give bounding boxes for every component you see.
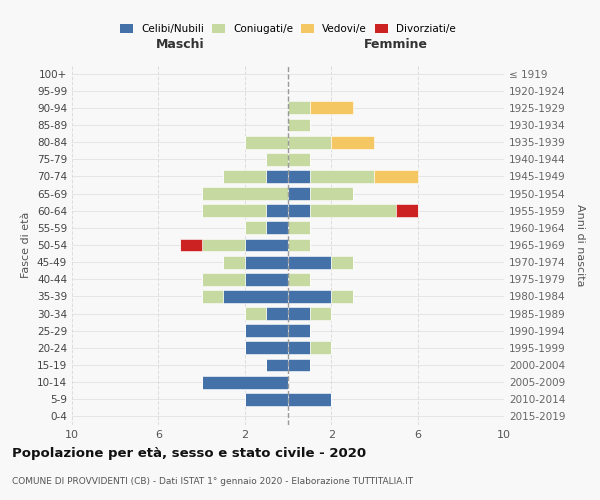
Bar <box>245 307 266 320</box>
Bar <box>331 290 353 303</box>
Bar <box>310 102 353 114</box>
Bar <box>202 290 223 303</box>
Text: Maschi: Maschi <box>155 38 205 52</box>
Bar <box>288 358 310 372</box>
Bar <box>202 187 288 200</box>
Y-axis label: Anni di nascita: Anni di nascita <box>575 204 585 286</box>
Bar <box>288 273 310 285</box>
Bar <box>288 204 310 217</box>
Bar <box>180 238 202 252</box>
Bar <box>266 170 288 183</box>
Bar <box>288 102 310 114</box>
Bar <box>266 204 288 217</box>
Bar <box>202 238 245 252</box>
Bar <box>202 204 266 217</box>
Bar <box>288 342 310 354</box>
Text: Femmine: Femmine <box>364 38 428 52</box>
Legend: Celibi/Nubili, Coniugati/e, Vedovi/e, Divorziati/e: Celibi/Nubili, Coniugati/e, Vedovi/e, Di… <box>116 20 460 38</box>
Bar <box>396 204 418 217</box>
Y-axis label: Fasce di età: Fasce di età <box>22 212 31 278</box>
Bar <box>288 290 331 303</box>
Bar <box>245 273 288 285</box>
Bar <box>310 187 353 200</box>
Bar <box>310 342 331 354</box>
Bar <box>288 238 310 252</box>
Bar <box>245 342 288 354</box>
Bar <box>202 273 245 285</box>
Bar <box>245 222 266 234</box>
Text: COMUNE DI PROVVIDENTI (CB) - Dati ISTAT 1° gennaio 2020 - Elaborazione TUTTITALI: COMUNE DI PROVVIDENTI (CB) - Dati ISTAT … <box>12 478 413 486</box>
Bar <box>245 136 288 148</box>
Bar <box>331 136 374 148</box>
Bar <box>245 324 288 337</box>
Bar <box>288 256 331 268</box>
Bar <box>288 393 331 406</box>
Bar <box>288 324 310 337</box>
Bar <box>288 187 310 200</box>
Bar <box>202 376 288 388</box>
Bar <box>266 153 288 166</box>
Bar <box>223 170 266 183</box>
Bar <box>288 153 310 166</box>
Bar <box>310 204 396 217</box>
Bar <box>266 222 288 234</box>
Bar <box>288 136 331 148</box>
Text: Popolazione per età, sesso e stato civile - 2020: Popolazione per età, sesso e stato civil… <box>12 448 366 460</box>
Bar <box>288 170 310 183</box>
Bar <box>374 170 418 183</box>
Bar <box>288 222 310 234</box>
Bar <box>245 393 288 406</box>
Bar <box>266 307 288 320</box>
Bar <box>288 307 310 320</box>
Bar <box>266 358 288 372</box>
Bar <box>310 307 331 320</box>
Bar <box>223 256 245 268</box>
Bar <box>288 118 310 132</box>
Bar <box>245 238 288 252</box>
Bar <box>331 256 353 268</box>
Bar <box>245 256 288 268</box>
Bar <box>310 170 374 183</box>
Bar <box>223 290 288 303</box>
